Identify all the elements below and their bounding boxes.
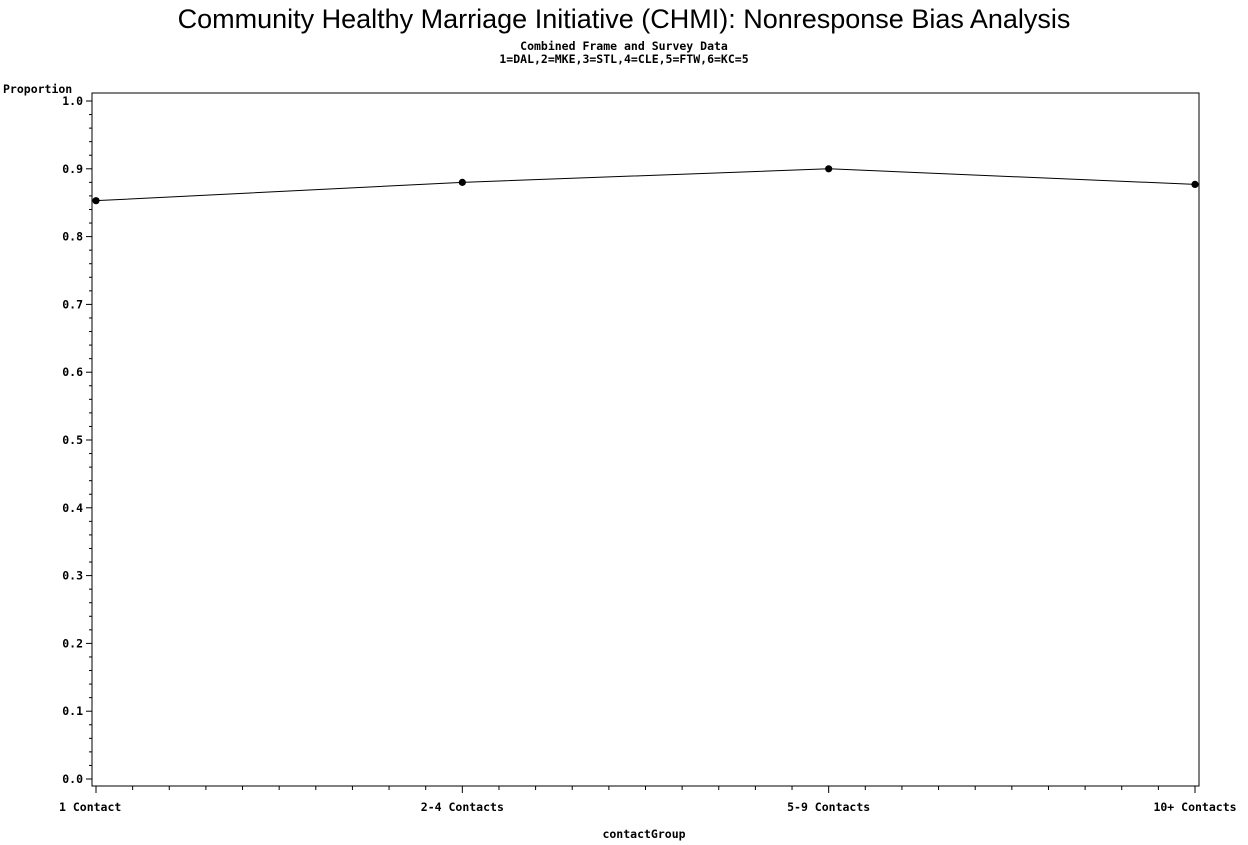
y-tick-label: 0.3: [62, 569, 83, 583]
y-tick-label: 1.0: [62, 94, 83, 108]
data-point: [1191, 180, 1199, 188]
y-axis: 0.0 0.1 0.2 0.3 0.4 0.5 0.6 0.7 0.8 0.9 1.0: [62, 94, 92, 786]
chart-subtitle-line-2: 1=DAL,2=MKE,3=STL,4=CLE,5=FTW,6=KC=5: [499, 52, 749, 66]
y-axis-label: Proportion: [3, 82, 72, 96]
y-tick-label: 0.6: [62, 365, 83, 379]
x-tick-label: 5-9 Contacts: [787, 800, 870, 814]
data-point: [825, 165, 833, 173]
data-point: [92, 197, 100, 205]
y-tick-label: 0.9: [62, 162, 83, 176]
x-tick-label: 10+ Contacts: [1153, 800, 1236, 814]
series-layer: [92, 165, 1199, 205]
x-tick-label: 1 Contact: [59, 800, 121, 814]
x-axis: 1 Contact 2-4 Contacts 5-9 Contacts 10+ Con…: [59, 786, 1237, 814]
x-tick-label: 2-4 Contacts: [421, 800, 504, 814]
y-tick-label: 0.4: [62, 501, 83, 515]
y-tick-label: 0.2: [62, 636, 83, 650]
x-axis-label: contactGroup: [602, 827, 685, 841]
y-tick-label: 0.0: [62, 772, 83, 786]
y-tick-label: 0.7: [62, 297, 83, 311]
y-tick-label: 0.8: [62, 230, 83, 244]
series-line: [95, 168, 1196, 202]
y-tick-label: 0.5: [62, 433, 83, 447]
y-tick-label: 0.1: [62, 704, 83, 718]
data-point: [458, 178, 466, 186]
plot-frame: [91, 92, 1200, 787]
chart-title: Community Healthy Marriage Initiative (C…: [177, 4, 1071, 34]
chart-subtitle-line-1: Combined Frame and Survey Data: [520, 39, 728, 53]
